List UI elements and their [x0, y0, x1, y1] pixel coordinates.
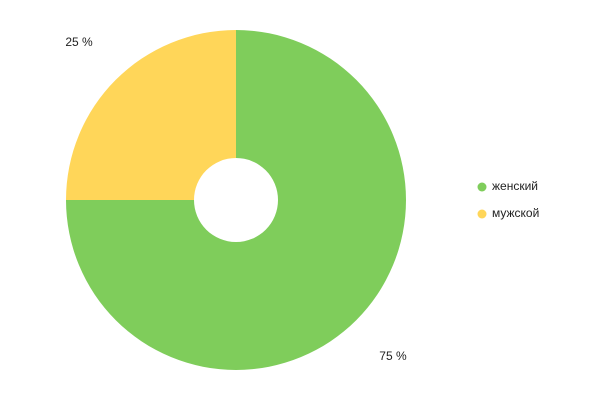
- legend-label: мужской: [492, 206, 539, 220]
- legend-label: женский: [492, 179, 538, 193]
- slice: [66, 30, 236, 200]
- slice-label: 75 %: [379, 349, 407, 363]
- legend-marker: [477, 209, 487, 219]
- slice: [66, 30, 406, 370]
- slice-label: 25 %: [65, 35, 93, 49]
- legend-marker: [477, 182, 487, 192]
